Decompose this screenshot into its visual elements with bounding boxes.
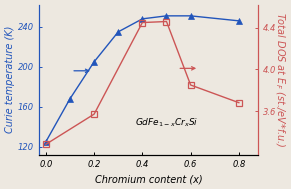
Y-axis label: Curie temperature (K): Curie temperature (K): [5, 26, 15, 133]
Text: GdFe$_{1-x}$Cr$_x$Si: GdFe$_{1-x}$Cr$_x$Si: [135, 116, 198, 129]
Y-axis label: Total DOS at $E_F$ (st./eV*f.u.): Total DOS at $E_F$ (st./eV*f.u.): [273, 12, 286, 148]
X-axis label: Chromium content (x): Chromium content (x): [95, 174, 202, 184]
